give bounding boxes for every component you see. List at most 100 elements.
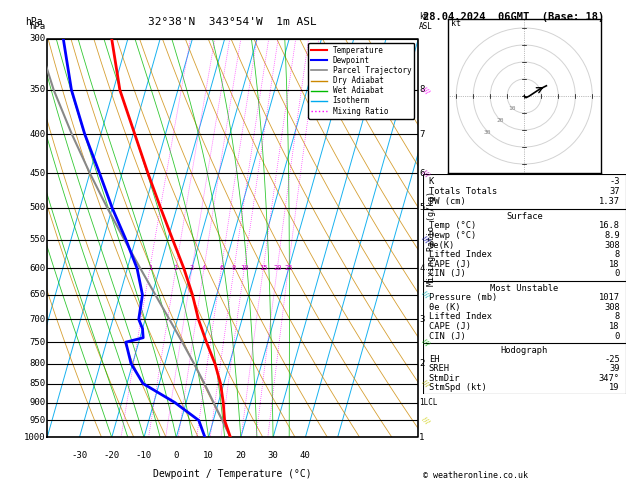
Text: θe(K): θe(K)	[429, 241, 455, 250]
Text: 0: 0	[615, 331, 620, 341]
Text: 3: 3	[190, 265, 194, 271]
Text: 1000: 1000	[24, 433, 45, 442]
Text: 8: 8	[615, 250, 620, 259]
Text: 10: 10	[508, 106, 516, 111]
Text: 450: 450	[30, 169, 45, 177]
Text: 308: 308	[604, 241, 620, 250]
Text: 10: 10	[203, 451, 214, 460]
Text: © weatheronline.co.uk: © weatheronline.co.uk	[423, 471, 528, 480]
Text: 30: 30	[268, 451, 279, 460]
Text: Lifted Index: Lifted Index	[429, 250, 492, 259]
Text: 400: 400	[30, 130, 45, 139]
Text: EH: EH	[429, 355, 439, 364]
Text: CIN (J): CIN (J)	[429, 269, 465, 278]
Text: -10: -10	[136, 451, 152, 460]
Text: 300: 300	[30, 35, 45, 43]
Text: 7: 7	[420, 130, 425, 139]
Text: 19: 19	[610, 383, 620, 392]
Text: K: K	[429, 177, 434, 186]
Text: CAPE (J): CAPE (J)	[429, 322, 470, 331]
Text: PW (cm): PW (cm)	[429, 197, 465, 206]
Text: 750: 750	[30, 338, 45, 347]
Text: Mixing Ratio (g/kg): Mixing Ratio (g/kg)	[426, 191, 436, 286]
Text: 6: 6	[220, 265, 223, 271]
Text: 850: 850	[30, 379, 45, 388]
Text: Lifted Index: Lifted Index	[429, 312, 492, 322]
Text: 20: 20	[496, 118, 504, 123]
Text: 1017: 1017	[599, 294, 620, 302]
Text: 0: 0	[615, 269, 620, 278]
Text: 1: 1	[148, 265, 152, 271]
Text: CAPE (J): CAPE (J)	[429, 260, 470, 269]
Text: hPa: hPa	[30, 22, 45, 31]
Text: Most Unstable: Most Unstable	[490, 284, 559, 293]
Text: 5: 5	[420, 204, 425, 212]
Text: 2: 2	[420, 359, 425, 368]
Text: 550: 550	[30, 235, 45, 244]
Text: ///: ///	[421, 338, 431, 347]
Text: ///: ///	[421, 235, 431, 244]
Text: 1: 1	[420, 433, 425, 442]
Text: 8: 8	[420, 86, 425, 94]
Text: 4: 4	[420, 264, 425, 273]
Text: 347°: 347°	[599, 374, 620, 383]
Text: 40: 40	[300, 451, 311, 460]
Text: 1.37: 1.37	[599, 197, 620, 206]
Text: 900: 900	[30, 398, 45, 407]
Text: Totals Totals: Totals Totals	[429, 187, 497, 196]
Text: StmDir: StmDir	[429, 374, 460, 383]
Text: θe (K): θe (K)	[429, 303, 460, 312]
Text: ///: ///	[421, 290, 431, 299]
Text: -3: -3	[610, 177, 620, 186]
Text: 30: 30	[484, 130, 491, 135]
Text: 10: 10	[240, 265, 248, 271]
Text: 700: 700	[30, 315, 45, 324]
Text: ///: ///	[421, 379, 431, 388]
Text: -20: -20	[104, 451, 120, 460]
Text: Surface: Surface	[506, 212, 543, 221]
Text: 0: 0	[174, 451, 179, 460]
Text: SREH: SREH	[429, 364, 450, 373]
Text: 20: 20	[273, 265, 282, 271]
Text: 2: 2	[174, 265, 178, 271]
Text: 1LCL: 1LCL	[420, 398, 438, 407]
Text: 500: 500	[30, 204, 45, 212]
Text: 28.04.2024  06GMT  (Base: 18): 28.04.2024 06GMT (Base: 18)	[423, 12, 604, 22]
Text: 25: 25	[284, 265, 292, 271]
Text: 650: 650	[30, 290, 45, 299]
Text: 37: 37	[610, 187, 620, 196]
Text: km
ASL: km ASL	[420, 12, 433, 31]
Text: 600: 600	[30, 264, 45, 273]
Text: 8.9: 8.9	[604, 231, 620, 240]
Text: 6: 6	[420, 169, 425, 177]
Text: 8: 8	[232, 265, 237, 271]
Text: Dewpoint / Temperature (°C): Dewpoint / Temperature (°C)	[153, 469, 312, 479]
Text: 15: 15	[259, 265, 267, 271]
Text: kt: kt	[451, 19, 461, 28]
Text: ///: ///	[421, 85, 431, 95]
Text: 20: 20	[235, 451, 246, 460]
Text: Dewp (°C): Dewp (°C)	[429, 231, 476, 240]
Text: ///: ///	[421, 416, 431, 425]
Text: ///: ///	[421, 169, 431, 178]
Text: -30: -30	[71, 451, 87, 460]
Text: 18: 18	[610, 322, 620, 331]
Text: Temp (°C): Temp (°C)	[429, 222, 476, 230]
Text: 32°38'N  343°54'W  1m ASL: 32°38'N 343°54'W 1m ASL	[148, 17, 317, 27]
Text: Hodograph: Hodograph	[501, 346, 548, 355]
Text: hPa: hPa	[25, 17, 43, 27]
Text: 16.8: 16.8	[599, 222, 620, 230]
Text: 308: 308	[604, 303, 620, 312]
Text: 39: 39	[610, 364, 620, 373]
Text: 950: 950	[30, 416, 45, 425]
Text: 3: 3	[420, 315, 425, 324]
Text: 4: 4	[202, 265, 206, 271]
Text: StmSpd (kt): StmSpd (kt)	[429, 383, 487, 392]
Text: 800: 800	[30, 359, 45, 368]
Text: 350: 350	[30, 86, 45, 94]
Text: Pressure (mb): Pressure (mb)	[429, 294, 497, 302]
Text: 8: 8	[615, 312, 620, 322]
Legend: Temperature, Dewpoint, Parcel Trajectory, Dry Adiabat, Wet Adiabat, Isotherm, Mi: Temperature, Dewpoint, Parcel Trajectory…	[308, 43, 415, 119]
Text: 18: 18	[610, 260, 620, 269]
Text: CIN (J): CIN (J)	[429, 331, 465, 341]
